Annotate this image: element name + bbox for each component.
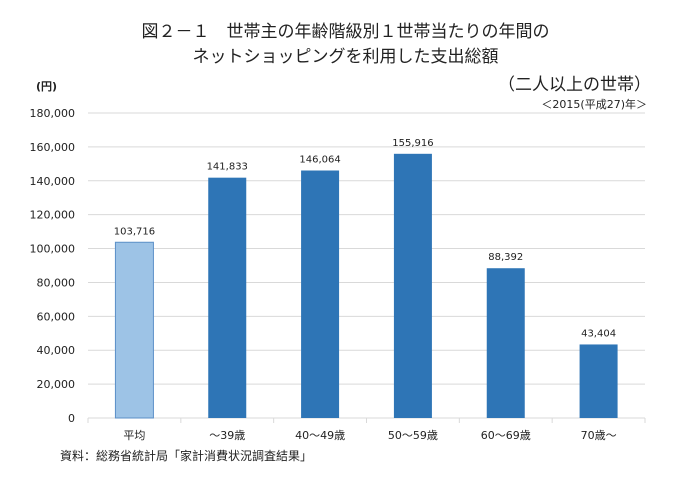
data-label: 43,404 bbox=[581, 328, 616, 339]
data-label: 155,916 bbox=[392, 138, 433, 149]
chart-title: 図２－１ 世帯主の年齢階級別１世帯当たりの年間の bbox=[141, 22, 550, 42]
y-tick-label: 0 bbox=[68, 412, 75, 425]
y-axis-unit: (円) bbox=[36, 80, 58, 93]
y-tick-label: 120,000 bbox=[30, 209, 76, 222]
bar-0 bbox=[114, 241, 154, 419]
x-tick-label: 40～49歳 bbox=[295, 429, 345, 442]
y-tick-label: 140,000 bbox=[30, 175, 76, 188]
x-tick-label: 50～59歳 bbox=[388, 429, 438, 442]
y-tick-label: 60,000 bbox=[37, 310, 76, 323]
y-tick-label: 80,000 bbox=[37, 276, 76, 289]
y-tick-label: 160,000 bbox=[30, 141, 76, 154]
data-label: 88,392 bbox=[488, 252, 523, 263]
bar-3 bbox=[393, 153, 432, 418]
x-tick-label: ～39歳 bbox=[209, 429, 245, 442]
y-tick-label: 100,000 bbox=[30, 243, 76, 256]
chart-year: ＜2015(平成27)年＞ bbox=[541, 98, 647, 111]
data-label: 103,716 bbox=[114, 226, 155, 237]
y-tick-label: 180,000 bbox=[30, 107, 76, 120]
bar-2 bbox=[301, 170, 340, 418]
x-tick-label: 70歳～ bbox=[581, 429, 617, 442]
source-note: 資料：総務省統計局「家計消費状況調査結果」 bbox=[60, 449, 313, 463]
bar-5 bbox=[579, 344, 618, 418]
bar-1 bbox=[208, 177, 247, 418]
chart-subtitle: （二人以上の世帯） bbox=[498, 75, 651, 95]
data-label: 141,833 bbox=[207, 162, 248, 173]
x-tick-label: 60～69歳 bbox=[481, 429, 531, 442]
data-label: 146,064 bbox=[299, 155, 340, 166]
chart-title-line2: ネットショッピングを利用した支出総額 bbox=[192, 47, 499, 67]
y-tick-label: 40,000 bbox=[37, 344, 76, 357]
bar-4 bbox=[486, 268, 525, 418]
x-tick-label: 平均 bbox=[123, 429, 145, 442]
y-tick-label: 20,000 bbox=[37, 378, 76, 391]
